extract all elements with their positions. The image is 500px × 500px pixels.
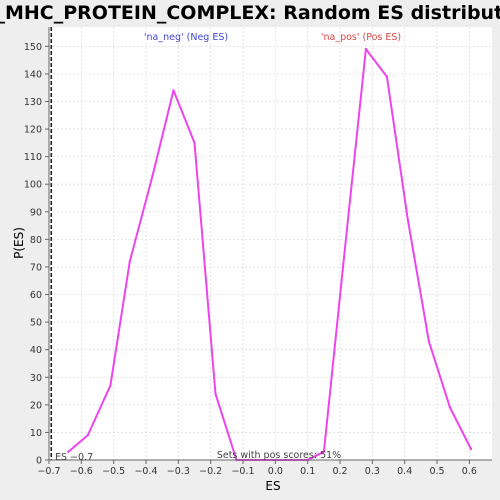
y-tick-label-9: 90 [30, 207, 42, 218]
series-2-point-6 [427, 340, 431, 343]
legend-pos-es: 'na_pos' (Pos ES) [321, 32, 401, 43]
series-2-point-4 [385, 75, 389, 78]
pos-scores-annotation: Sets with pos scores: 51% [217, 450, 341, 461]
series-2-point-2 [342, 262, 345, 266]
x-tick-label-2: −0.5 [102, 466, 125, 477]
y-tick-label-1: 10 [30, 428, 42, 439]
y-tick-label-3: 30 [30, 373, 42, 384]
x-tick-label-11: 0.4 [397, 466, 412, 477]
x-tick-label-0: −0.7 [37, 466, 60, 477]
x-tick-label-8: 0.1 [300, 466, 315, 477]
series-0-point-0 [67, 450, 70, 453]
x-axis: −0.7 −0.6 −0.5 −0.4 −0.3 −0.2 −0.1 0.0 0.1 0.2 0.3… [37, 459, 492, 477]
series-2-point-1 [322, 450, 326, 453]
y-axis-label: P(ES) [12, 227, 26, 259]
x-axis-label: ES [265, 479, 280, 493]
y-tick-label-10: 100 [24, 180, 42, 191]
x-tick-label-9: 0.2 [332, 466, 347, 477]
x-tick-label-5: −0.2 [199, 466, 222, 477]
x-tick-label-1: −0.6 [70, 466, 93, 477]
y-tick-label-13: 130 [24, 97, 42, 108]
y-tick-label-7: 70 [30, 262, 42, 273]
observed-es-label: ES −0.7 [55, 452, 93, 463]
series-0-point-3 [128, 260, 132, 263]
y-tick-label-4: 40 [30, 345, 42, 356]
x-tick-label-6: −0.1 [231, 466, 254, 477]
y-tick-label-2: 20 [30, 400, 42, 411]
series-2-point-7 [448, 406, 452, 409]
series-0-point-1 [86, 433, 90, 437]
series-0-point-7 [214, 392, 217, 396]
y-tick-label-11: 110 [24, 152, 42, 163]
series-0-point-6 [193, 141, 196, 145]
y-tick-label-12: 120 [24, 125, 42, 136]
x-tick-label-3: −0.4 [134, 466, 157, 477]
y-tick-label-0: 0 [36, 456, 42, 467]
y-tick-label-15: 150 [24, 42, 42, 53]
y-tick-label-14: 140 [24, 69, 42, 80]
y-tick-label-8: 80 [30, 235, 42, 246]
series-2-point-8 [469, 447, 473, 451]
x-tick-label-13: 0.6 [462, 466, 477, 477]
series-0-point-5 [172, 89, 175, 92]
series-2-point-5 [406, 218, 410, 222]
y-tick-label-6: 60 [30, 290, 42, 301]
x-tick-label-7: 0.0 [268, 466, 283, 477]
series-2-point-3 [364, 47, 368, 51]
x-tick-label-4: −0.3 [167, 466, 190, 477]
x-tick-label-10: 0.3 [365, 466, 380, 477]
y-tick-label-5: 50 [30, 318, 42, 329]
legend-neg-es: 'na_neg' (Neg ES) [144, 32, 228, 43]
y-axis: 0 10 20 30 40 50 60 70 80 90 100 110 120 130 140 150 [24, 27, 50, 467]
plot-area [49, 27, 492, 460]
series-0-point-4 [151, 174, 154, 178]
series-0-point-2 [109, 384, 112, 387]
chart-title: GO_MHC_PROTEIN_COMPLEX: Random ES distri… [0, 2, 500, 24]
x-tick-label-12: 0.5 [429, 466, 444, 477]
